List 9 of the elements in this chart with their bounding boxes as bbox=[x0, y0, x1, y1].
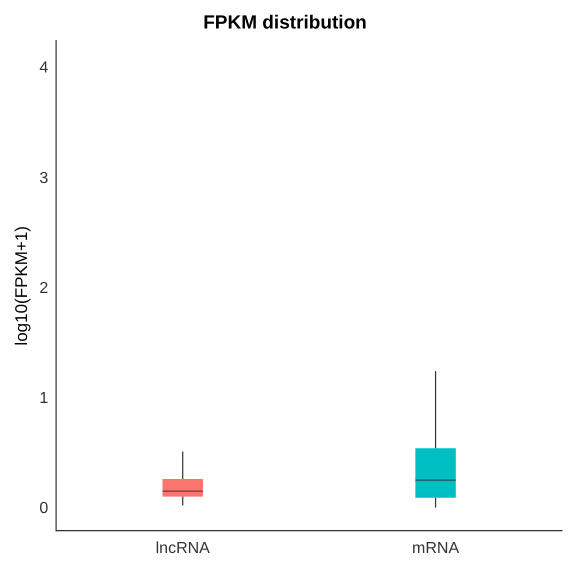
y-tick-label: 1 bbox=[39, 390, 48, 408]
y-tick-label: 4 bbox=[39, 60, 48, 77]
x-tick-label: mRNA bbox=[412, 540, 460, 557]
y-tick-label: 0 bbox=[39, 500, 48, 518]
y-tick-label: 3 bbox=[39, 170, 48, 187]
x-tick-label: lncRNA bbox=[156, 540, 210, 557]
chart-title: FPKM distribution bbox=[203, 12, 367, 34]
y-tick-label: 2 bbox=[39, 280, 48, 297]
y-axis-title: log10(FPKM+1) bbox=[12, 226, 31, 346]
